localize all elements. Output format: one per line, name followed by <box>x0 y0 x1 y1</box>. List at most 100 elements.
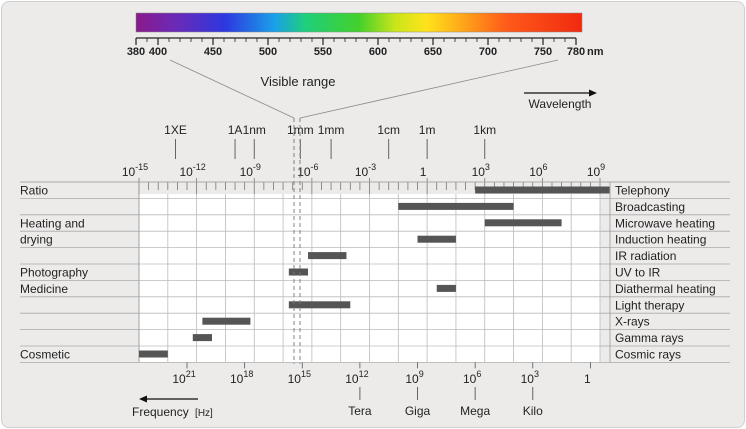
wavelength-power-label: 106 <box>529 162 547 179</box>
frequency-power-label: 1018 <box>230 369 253 386</box>
application-bar <box>436 284 456 292</box>
application-label: Light therapy <box>615 298 684 312</box>
frequency-label-text: Frequency <box>132 405 189 419</box>
frequency-prefix-label: Giga <box>405 404 431 418</box>
power-exponent: 6 <box>543 162 548 172</box>
power-exponent: 18 <box>243 369 253 379</box>
application-label: Telephony <box>615 184 670 198</box>
application-bar <box>417 235 456 243</box>
category-label: Cosmetic <box>20 348 70 362</box>
power-base: 10 <box>472 165 486 179</box>
power-exponent: 15 <box>301 369 311 379</box>
spectrum-scale-ticks: 380 400 450 500 550 600 650 700 750 780 <box>127 38 585 58</box>
power-exponent: -6 <box>311 162 319 172</box>
spectrum-tick-label: 780 <box>567 46 585 58</box>
power-base: 10 <box>297 165 311 179</box>
application-label: Gamma rays <box>615 331 684 345</box>
power-exponent: -15 <box>135 162 148 172</box>
power-base: 10 <box>122 165 136 179</box>
application-bar <box>192 334 212 342</box>
wavelength-power-label: 10-15 <box>122 162 148 179</box>
wavelength-unit-label: 1km <box>473 123 496 137</box>
application-label: UV to IR <box>615 266 661 280</box>
power-base: 1 <box>420 165 427 179</box>
power-exponent: 12 <box>359 369 369 379</box>
application-bar <box>202 317 251 325</box>
application-bar <box>484 219 562 227</box>
power-base: 10 <box>230 372 244 386</box>
spectrum-tick-label: 380 <box>127 46 145 58</box>
frequency-power-label: 109 <box>405 369 423 386</box>
category-labels: Ratio Heating and drying Photography Medicin… <box>20 184 88 362</box>
wavelength-unit-labels: 1XE 1A 1nm 1mm 1mm 1cm 1m 1km <box>164 123 496 159</box>
application-bars <box>139 186 610 358</box>
power-base: 10 <box>345 372 359 386</box>
spectrum-tick-label: 550 <box>314 46 332 58</box>
frequency-power-label: 1021 <box>172 369 195 386</box>
spectrum-tick-label: 700 <box>479 46 497 58</box>
power-base: 10 <box>521 372 535 386</box>
wavelength-power-label: 10-9 <box>240 162 261 179</box>
spectrum-unit-label: nm <box>587 46 604 58</box>
wavelength-unit-label: 1m <box>419 123 436 137</box>
wavelength-power-label: 10-3 <box>355 162 376 179</box>
application-label: Diathermal heating <box>615 282 716 296</box>
spectrum-tick-label: 650 <box>424 46 442 58</box>
wavelength-power-label: 10-6 <box>297 162 318 179</box>
power-exponent: -9 <box>253 162 261 172</box>
power-base: 10 <box>529 165 543 179</box>
frequency-power-label: 1 <box>584 372 591 386</box>
application-label: IR radiation <box>615 249 676 263</box>
wavelength-unit-label: 1XE <box>164 123 187 137</box>
frequency-prefix-labels: Tera Giga Mega Kilo <box>348 387 543 418</box>
category-label: drying <box>20 233 53 247</box>
power-exponent: -12 <box>193 162 206 172</box>
wavelength-power-label: 103 <box>472 162 490 179</box>
wavelength-power-label: 109 <box>587 162 605 179</box>
power-base: 10 <box>587 165 601 179</box>
frequency-power-label: 106 <box>463 369 481 386</box>
spectrum-tick-label: 400 <box>149 46 167 58</box>
application-label: Cosmic rays <box>615 348 681 362</box>
frequency-power-label: 1015 <box>288 369 311 386</box>
power-base: 10 <box>172 372 186 386</box>
frequency-prefix-label: Kilo <box>523 404 543 418</box>
frequency-prefix-label: Mega <box>460 404 490 418</box>
power-exponent: 6 <box>476 369 481 379</box>
application-bar <box>288 268 309 276</box>
wavelength-unit-label: 1cm <box>377 123 400 137</box>
power-base: 10 <box>240 165 254 179</box>
application-bar <box>475 186 610 194</box>
frequency-label: Frequency [Hz] <box>132 405 213 419</box>
frequency-arrow-head <box>139 395 147 403</box>
category-label: Ratio <box>20 184 48 198</box>
frequency-power-label: 103 <box>521 369 539 386</box>
spectrum-tick-label: 500 <box>259 46 277 58</box>
spectrum-tick-label: 600 <box>369 46 387 58</box>
wavelength-arrow-head <box>589 89 597 97</box>
visible-range-label: Visible range <box>261 74 336 89</box>
category-label: Heating and <box>20 216 85 230</box>
power-base: 10 <box>179 165 193 179</box>
spectrum-tick-label: 450 <box>204 46 222 58</box>
spectrum-tick-label: 750 <box>534 46 552 58</box>
frequency-power-label: 1012 <box>345 369 368 386</box>
wavelength-unit-label: 1mm <box>318 123 345 137</box>
application-bar <box>139 350 168 358</box>
power-exponent: 9 <box>419 369 424 379</box>
visible-range-left-line <box>169 59 295 119</box>
application-bar <box>308 252 347 260</box>
power-exponent: -3 <box>368 162 376 172</box>
application-label: X-rays <box>615 315 650 329</box>
power-base: 10 <box>288 372 302 386</box>
frequency-prefix-label: Tera <box>348 404 372 418</box>
wavelength-power-label: 10-12 <box>179 162 205 179</box>
wavelength-label: Wavelength <box>529 97 592 111</box>
wavelength-unit-label: 1A <box>228 123 243 137</box>
visible-range-right-line <box>299 59 559 119</box>
category-label: Medicine <box>20 282 68 296</box>
frequency-unit: [Hz] <box>195 408 213 419</box>
application-label: Microwave heating <box>615 216 715 230</box>
